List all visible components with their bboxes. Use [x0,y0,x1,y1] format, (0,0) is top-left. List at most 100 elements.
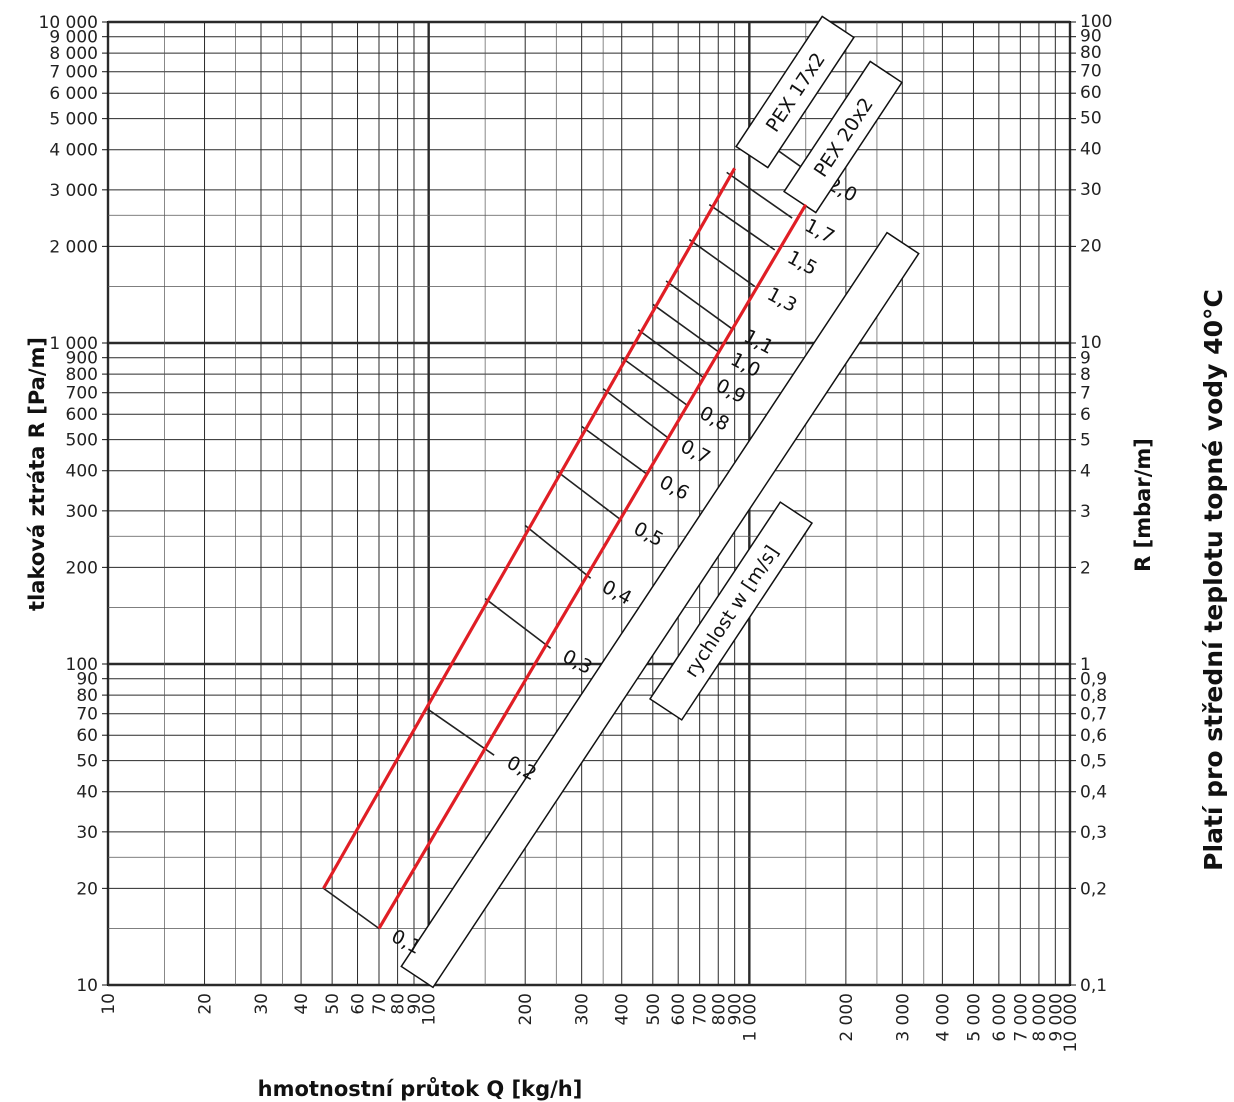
y-tick-label: 3 000 [49,181,98,201]
x-tick-label: 7 000 [1011,993,1031,1042]
y2-tick-label: 8 [1080,365,1091,385]
y2-tick-label: 50 [1080,109,1102,129]
x-tick-label: 500 [644,993,664,1025]
velocity-line [323,887,380,930]
x-tick-label: 4 000 [933,993,953,1042]
x-tick-label: 9 000 [1046,993,1066,1042]
y2-tick-label: 0,9 [1080,670,1107,690]
x-tick-label: 700 [691,993,711,1025]
x-tick-label: 10 [99,993,119,1015]
x-tick-label: 10 000 [1061,993,1081,1052]
x-tick-label: 70 [370,993,390,1015]
y2-tick-label: 4 [1080,462,1091,482]
velocity-value-label: 1,3 [763,283,800,317]
y-tick-label: 10 [76,976,98,996]
y2-tick-label: 1 [1080,655,1091,675]
series-line [322,167,737,890]
y2-tick-label: 6 [1080,405,1091,425]
y-tick-label: 7 000 [49,63,98,83]
y2-tick-label: 0,4 [1080,783,1107,803]
y-tick-label: 10 000 [39,13,98,33]
velocity-line [665,280,733,330]
chart-grid [102,20,1076,987]
y-tick-label: 6 000 [49,84,98,104]
y-tick-label: 30 [76,823,98,843]
y-tick-label: 400 [66,462,98,482]
velocity-line [708,203,776,251]
y-tick-label: 40 [76,783,98,803]
y2-tick-label: 2 [1080,558,1091,578]
y2-tick-label: 5 [1080,431,1091,451]
side-note: Platí pro střední teplotu topné vody 40°… [1199,289,1228,871]
plot-frame [107,21,1071,986]
y2-tick-label: 70 [1080,62,1102,82]
velocity-line [524,524,592,579]
y-tick-label: 20 [76,879,98,899]
velocity-line [637,329,705,379]
x-tick-label: 20 [196,993,216,1015]
x-tick-label: 30 [252,993,272,1015]
velocity-line [484,597,552,649]
y2-axis-title: R [mbar/m] [1131,438,1155,572]
x-tick-label: 2 000 [837,993,857,1042]
x-tick-label: 80 [389,993,409,1015]
chart-axis-titles: hmotnostní průtok Q [kg/h] tlaková ztrát… [25,289,1228,1101]
y-tick-label: 2 000 [49,237,98,257]
velocity-value-label: 0,4 [598,576,635,610]
y-tick-label: 90 [76,670,98,690]
y2-tick-label: 0,8 [1080,686,1107,706]
velocity-line [726,171,793,219]
y2-tick-label: 80 [1080,43,1102,63]
x-tick-label: 200 [516,993,536,1025]
y2-tick-label: 30 [1080,180,1102,200]
velocity-line [428,709,495,756]
y2-tick-label: 0,7 [1080,705,1107,725]
y-tick-label: 60 [76,726,98,746]
y2-tick-label: 90 [1080,27,1102,47]
y2-tick-label: 0,1 [1080,976,1107,996]
series-label-box [735,15,855,169]
velocity-value-label: 0,9 [712,375,749,409]
y-tick-label: 80 [76,686,98,706]
velocity-band [400,231,920,989]
y2-tick-label: 7 [1080,384,1091,404]
x-tick-label: 6 000 [990,993,1010,1042]
series-line [377,203,808,930]
x-axis-title: hmotnostní průtok Q [kg/h] [258,1077,583,1101]
chart-annotations: rychlost w [m/s]0,10,20,30,40,50,60,70,8… [323,15,920,989]
y-tick-label: 300 [66,502,98,522]
y2-tick-label: 0,3 [1080,823,1107,843]
x-tick-label: 300 [573,993,593,1025]
y-tick-label: 800 [66,365,98,385]
y-tick-label: 50 [76,752,98,772]
y2-tick-label: 9 [1080,349,1091,369]
y-tick-label: 600 [66,405,98,425]
velocity-line [688,238,756,288]
velocity-line [581,425,648,475]
velocity-line [652,303,719,353]
y-tick-label: 1 000 [49,334,98,354]
y-tick-label: 100 [66,655,98,675]
x-tick-label: 100 [420,993,440,1025]
x-tick-label: 1 000 [740,993,760,1042]
y-tick-label: 700 [66,384,98,404]
x-tick-label: 90 [405,993,425,1015]
y2-tick-label: 20 [1080,236,1102,256]
velocity-value-label: 1,7 [801,215,838,249]
y-tick-label: 900 [66,349,98,369]
y2-tick-label: 40 [1080,140,1102,160]
velocity-line [602,388,670,439]
velocity-value-label: 0,8 [696,402,733,436]
y2-tick-label: 60 [1080,83,1102,103]
x-tick-label: 600 [669,993,689,1025]
y-tick-label: 5 000 [49,110,98,130]
x-tick-label: 3 000 [893,993,913,1042]
y-tick-label: 9 000 [49,28,98,48]
y-tick-label: 4 000 [49,141,98,161]
x-tick-label: 400 [613,993,633,1025]
velocity-value-label: 0,5 [630,518,667,552]
y-tick-label: 8 000 [49,44,98,64]
y2-tick-label: 0,6 [1080,726,1107,746]
